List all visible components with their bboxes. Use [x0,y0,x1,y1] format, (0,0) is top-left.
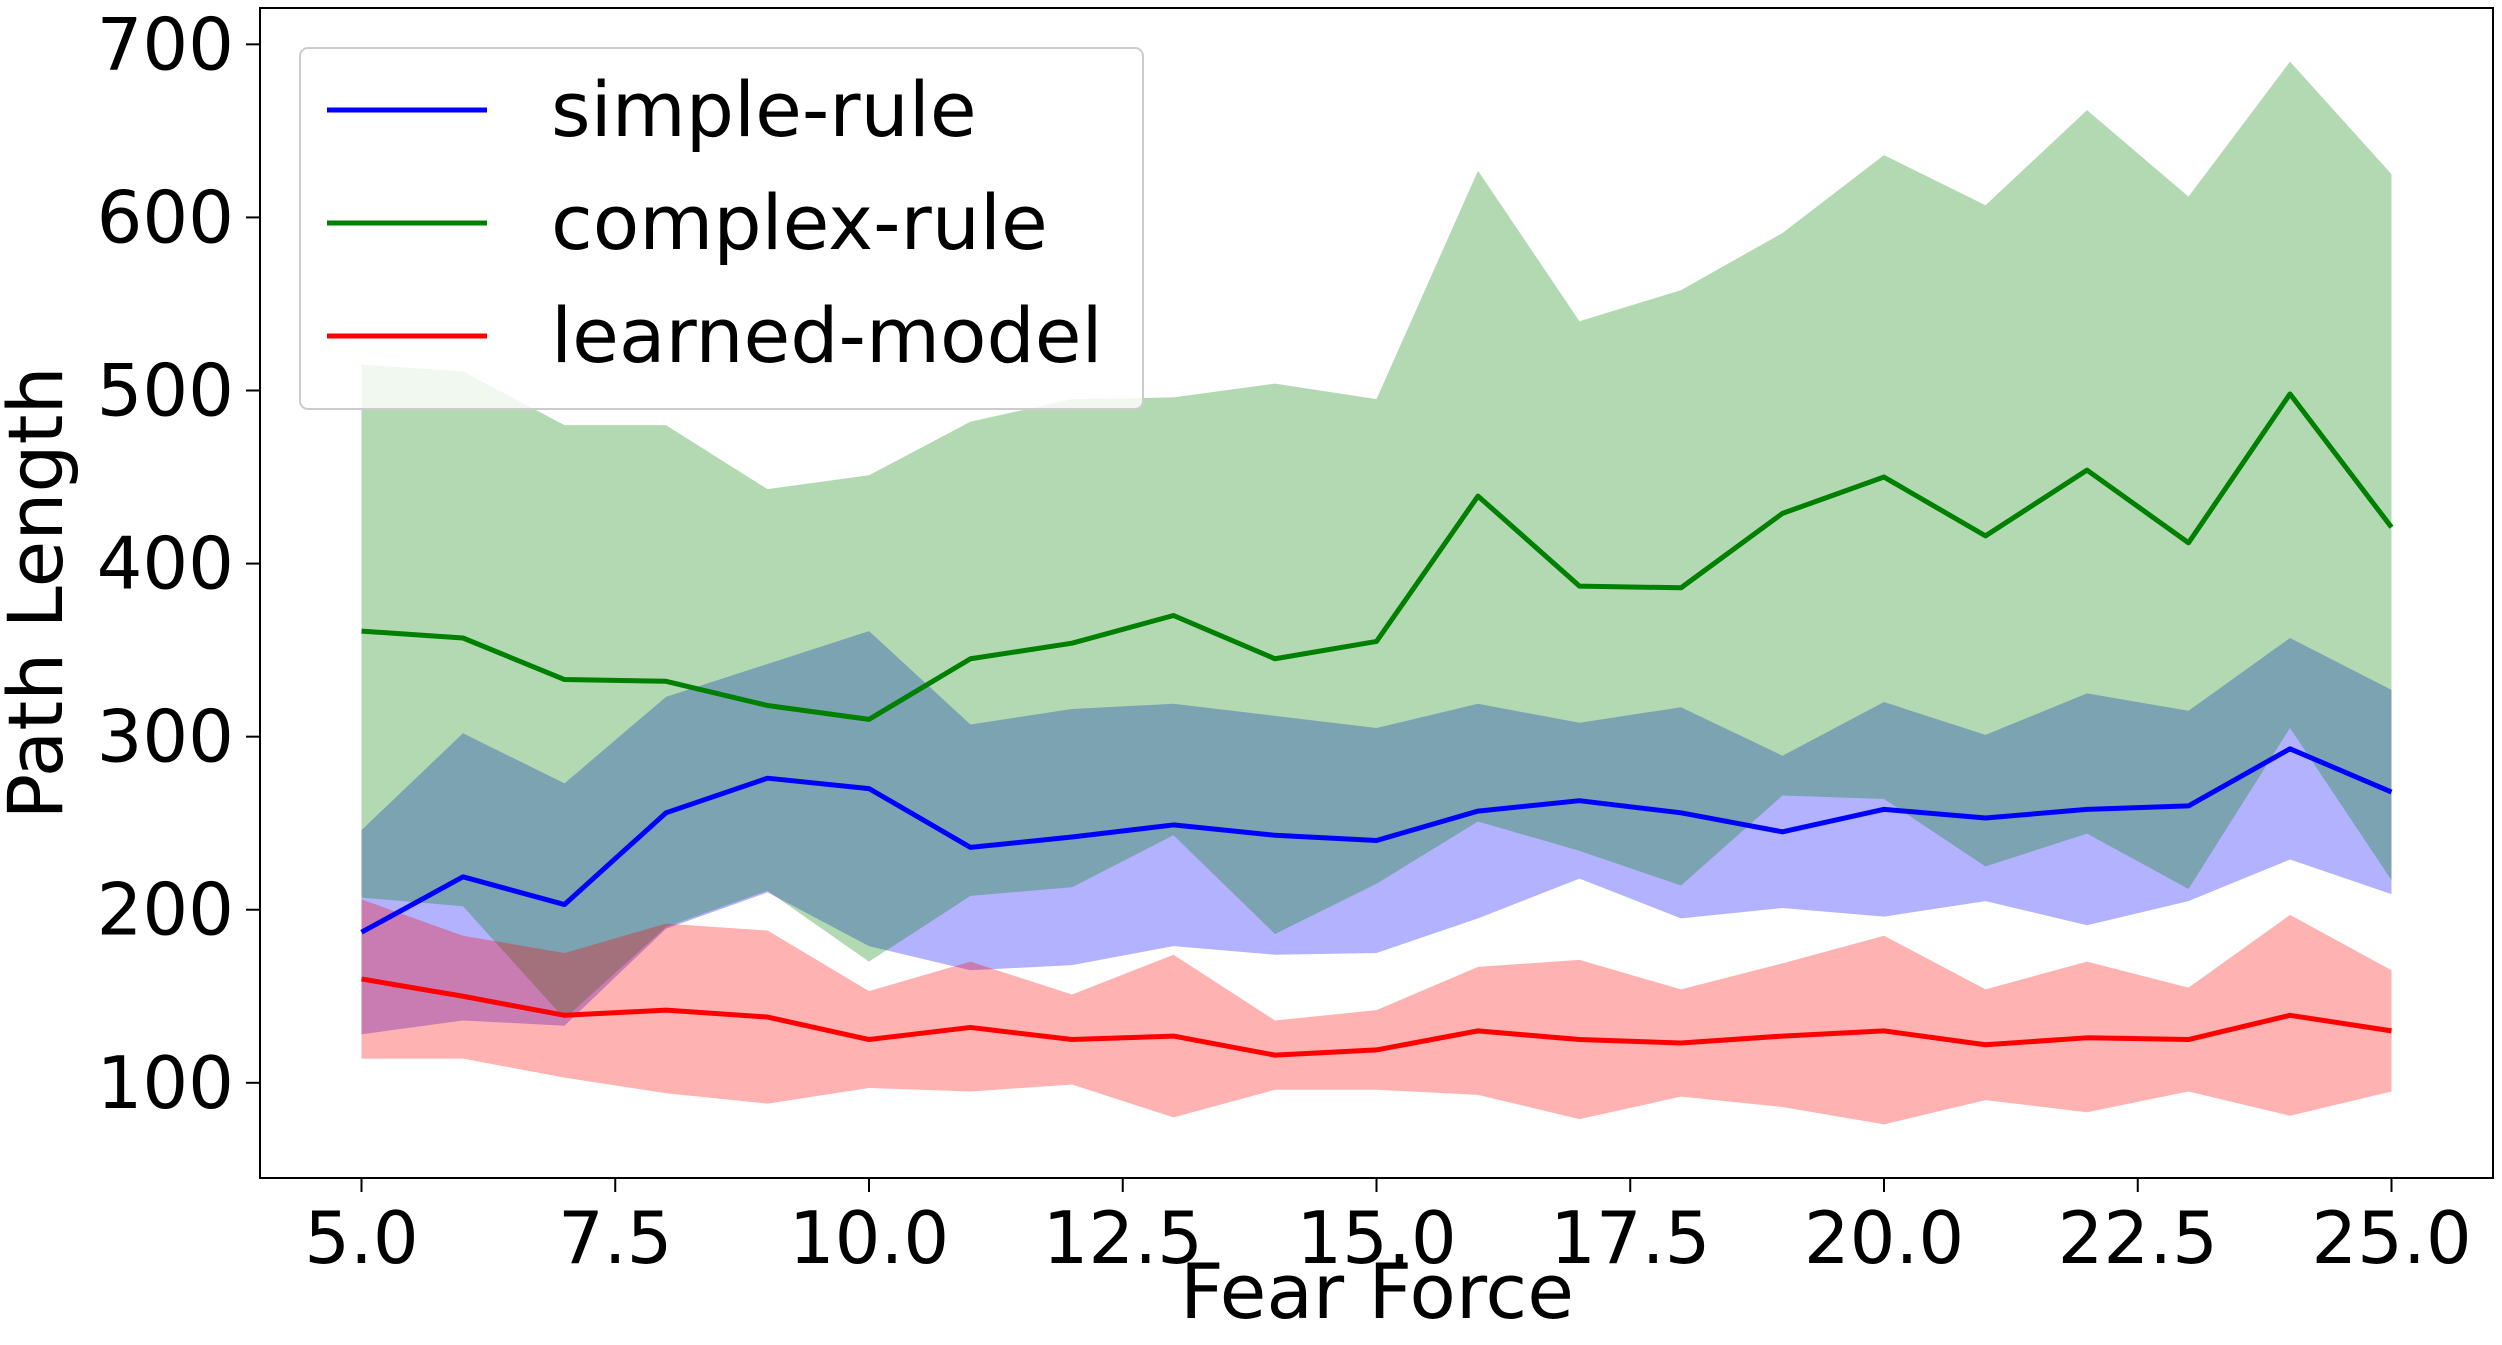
x-tick-label: 20.0 [1804,1196,1964,1280]
y-tick-label: 200 [97,868,234,952]
x-tick-label: 15.0 [1296,1196,1456,1280]
y-tick-label: 700 [97,2,234,86]
x-axis-label: Fear Force [1180,1247,1574,1336]
axes-frame [259,7,2494,1179]
line [361,976,2392,1058]
plot-area [360,61,2394,1125]
x-tick-label: 5.0 [304,1196,419,1280]
legend-label: learned-model [551,291,1103,380]
band [361,899,2392,1125]
legend-label: simple-rule [551,65,977,154]
x-tick-label: 7.5 [558,1196,673,1280]
x-tick-label: 22.5 [2058,1196,2218,1280]
y-tick-label: 400 [97,522,234,606]
y-axis-label: Path Length [0,366,80,819]
x-tick-label: 17.5 [1550,1196,1710,1280]
line [360,746,2393,935]
y-tick-label: 500 [97,349,234,433]
y-tick-label: 300 [97,695,234,779]
band [361,631,2392,1035]
y-tick-label: 100 [97,1041,234,1125]
y-tick-label: 600 [97,175,234,259]
x-tick-label: 10.0 [789,1196,949,1280]
x-tick-label: 12.5 [1043,1196,1203,1280]
legend-box [299,47,1144,410]
x-tick-label: 25.0 [2311,1196,2471,1280]
legend-label: complex-rule [551,178,1048,267]
line [361,391,2394,722]
band [361,61,2392,1019]
